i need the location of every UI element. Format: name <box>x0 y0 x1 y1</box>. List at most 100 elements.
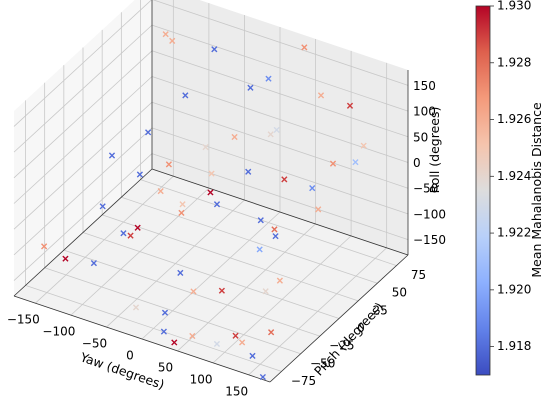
grid-line-z-back <box>151 127 409 215</box>
data-point <box>189 332 196 340</box>
data-point <box>132 304 140 311</box>
z-tick-label: −150 <box>413 233 446 247</box>
grid-line-z-back <box>152 0 409 86</box>
data-point <box>108 152 116 159</box>
colorbar-gradient <box>475 5 491 376</box>
data-point <box>99 203 106 210</box>
data-point <box>202 144 209 151</box>
data-point <box>161 309 169 316</box>
data-point <box>256 246 263 253</box>
data-point <box>182 92 189 99</box>
colorbar-tick-label: 1.926 <box>497 112 531 126</box>
x-axis-label: Yaw (degrees) <box>78 349 167 392</box>
z-tick-label: −100 <box>413 207 446 221</box>
grid-line-z-back <box>151 101 409 189</box>
data-point <box>309 185 316 192</box>
grid-line-y-floor <box>121 196 378 284</box>
data-point <box>329 160 337 167</box>
z-axis-label: Roll (degrees) <box>427 107 442 194</box>
y-tick-label: 0 <box>357 321 365 335</box>
grid-lines <box>13 0 409 376</box>
data-point <box>317 92 325 99</box>
x-tick-label: −150 <box>7 313 40 327</box>
data-point <box>247 84 254 91</box>
colorbar-tick-label: 1.924 <box>497 169 531 183</box>
back-floor-edge <box>151 168 409 256</box>
colorbar-tick-label: 1.930 <box>497 0 531 13</box>
data-point <box>208 170 215 177</box>
data-point <box>273 126 280 134</box>
z-tick-label: 50 <box>413 130 428 144</box>
y-tick-label: −75 <box>291 374 316 388</box>
data-point <box>301 44 308 51</box>
data-point <box>265 75 272 82</box>
data-point <box>120 230 127 237</box>
grid-line-z-left <box>13 127 153 256</box>
data-point <box>177 269 184 276</box>
data-point <box>127 232 134 239</box>
grid-line-z-back <box>151 153 409 240</box>
data-point <box>346 102 354 109</box>
grid-line-y-floor <box>82 232 340 319</box>
colorbar-tick-label: 1.920 <box>497 282 531 296</box>
data-point <box>190 288 197 295</box>
y-tick-label: −25 <box>329 339 354 353</box>
x-tick-label: −100 <box>42 325 75 339</box>
y-tick-label: 75 <box>411 268 426 282</box>
data-point <box>213 201 221 208</box>
data-point <box>165 161 172 168</box>
y-tick-label: 50 <box>392 286 407 300</box>
data-point <box>136 171 143 178</box>
data-point <box>213 340 221 348</box>
left-floor-edge <box>13 168 153 297</box>
colorbar-tick-label: 1.918 <box>497 339 531 353</box>
data-point <box>262 288 269 295</box>
tick-labels: −150−100−50050100150−75−50−250255075−150… <box>7 79 446 398</box>
data-point <box>169 37 176 44</box>
colorbar: 1.918 1.920 1.922 1.924 1.926 1.928 1.930 Mean… <box>475 0 544 376</box>
grid-line-z-left <box>13 153 153 281</box>
data-point <box>145 129 152 136</box>
x-tick-label: 100 <box>190 372 213 386</box>
data-point <box>267 131 274 138</box>
data-point <box>218 287 225 294</box>
axis-edges <box>13 0 409 383</box>
grid-line-z-left <box>13 101 153 230</box>
grid-line-y-floor <box>102 214 359 302</box>
x-tick-label: 0 <box>126 349 134 363</box>
data-point <box>171 339 178 346</box>
z-tick-label: −50 <box>413 182 438 196</box>
data-point <box>90 260 97 267</box>
data-point <box>231 133 238 141</box>
data-point <box>245 168 252 175</box>
data-point <box>239 339 246 346</box>
data-point <box>272 233 279 240</box>
colorbar-label: Mean Mahalanobis Distance <box>529 102 544 278</box>
data-point <box>134 224 141 231</box>
data-point <box>352 159 359 166</box>
colorbar-tick-label: 1.922 <box>497 226 531 240</box>
grid-line-y-floor <box>44 267 301 355</box>
data-point <box>41 243 48 250</box>
data-point <box>178 209 185 216</box>
data-point <box>160 328 167 335</box>
data-point <box>281 176 288 183</box>
data-point <box>315 206 322 213</box>
y-axis-line <box>269 254 409 383</box>
x-axis-line <box>13 295 271 383</box>
grid-line-z-left <box>13 24 153 153</box>
colorbar-ticks: 1.918 1.920 1.922 1.924 1.926 1.928 1.930 <box>490 0 531 353</box>
data-point <box>157 188 164 195</box>
grid-line-y-floor <box>25 285 282 372</box>
data-point <box>207 189 214 196</box>
data-point <box>268 329 275 336</box>
data-point <box>179 201 186 208</box>
grid-line-z-left <box>13 50 153 179</box>
grid-line-z-back <box>151 24 409 112</box>
z-tick-label: 0 <box>413 156 421 170</box>
z-tick-label: 150 <box>413 79 436 93</box>
data-point <box>360 142 367 149</box>
x-tick-label: 150 <box>225 384 248 398</box>
grid-line-y-floor <box>140 179 397 266</box>
